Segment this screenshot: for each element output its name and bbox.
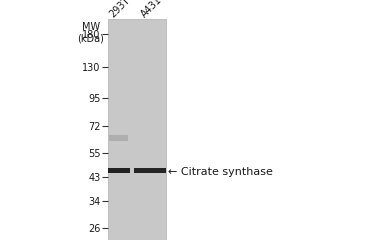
Text: 130: 130 [82, 63, 100, 73]
Bar [134, 168, 166, 173]
Bar [109, 136, 128, 141]
Text: ← Citrate synthase: ← Citrate synthase [168, 166, 273, 176]
Text: 55: 55 [88, 148, 100, 158]
Text: 293T: 293T [108, 0, 132, 19]
Bar [108, 20, 166, 240]
Text: 34: 34 [88, 196, 100, 206]
Text: 43: 43 [88, 173, 100, 183]
Text: (kDa): (kDa) [77, 33, 104, 43]
Bar [108, 168, 130, 173]
Text: 26: 26 [88, 223, 100, 233]
Text: MW: MW [82, 22, 100, 32]
Text: 72: 72 [88, 122, 100, 132]
Text: A431: A431 [140, 0, 164, 19]
Text: 180: 180 [82, 30, 100, 40]
Text: 95: 95 [88, 94, 100, 104]
